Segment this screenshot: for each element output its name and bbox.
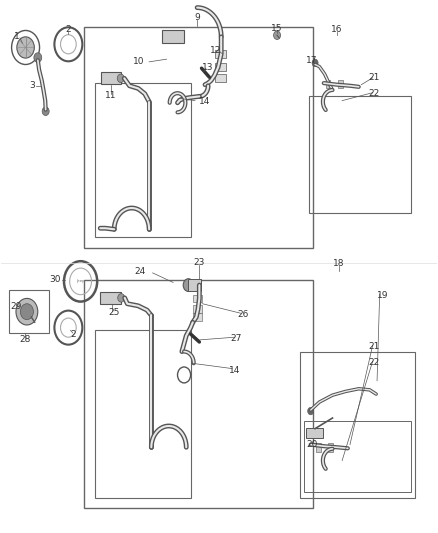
Bar (326, 80, 330, 88)
Circle shape (183, 279, 194, 292)
Bar (101, 72, 121, 84)
Text: 16: 16 (331, 26, 343, 35)
Bar (304, 421, 411, 492)
Bar (100, 292, 121, 304)
Bar (215, 74, 226, 82)
Bar (215, 63, 226, 71)
Text: 29: 29 (10, 302, 21, 311)
Text: 24: 24 (135, 268, 146, 276)
Text: 28: 28 (19, 335, 30, 344)
Bar (308, 96, 411, 213)
Text: 30: 30 (49, 275, 61, 284)
Text: 15: 15 (271, 24, 283, 33)
Circle shape (42, 107, 49, 116)
Bar (215, 50, 226, 58)
Text: 23: 23 (194, 258, 205, 266)
Text: 11: 11 (105, 91, 117, 100)
Bar (84, 280, 313, 508)
Bar (193, 305, 202, 313)
Text: 14: 14 (229, 366, 240, 375)
Text: 2: 2 (66, 26, 71, 35)
Text: 3: 3 (30, 81, 35, 90)
Text: 26: 26 (237, 310, 249, 319)
Bar (193, 313, 202, 321)
Circle shape (118, 294, 125, 302)
Text: 27: 27 (231, 334, 242, 343)
Text: 22: 22 (368, 89, 380, 98)
Bar (84, 27, 313, 248)
Circle shape (34, 53, 42, 62)
Bar (10, 290, 49, 333)
Text: 14: 14 (199, 97, 211, 106)
Bar (300, 352, 416, 498)
Text: 10: 10 (132, 58, 144, 66)
Circle shape (274, 31, 281, 39)
Circle shape (307, 407, 314, 415)
Bar (193, 295, 202, 302)
Circle shape (117, 74, 124, 83)
Text: 17: 17 (306, 56, 317, 64)
Text: 22: 22 (368, 358, 380, 367)
Text: 13: 13 (202, 63, 213, 71)
Bar (328, 443, 332, 451)
Bar (162, 30, 184, 43)
Text: Jeep: Jeep (76, 279, 85, 284)
Bar (187, 279, 201, 292)
Circle shape (312, 59, 318, 67)
Text: 21: 21 (368, 342, 380, 351)
Bar (95, 330, 191, 498)
Text: 1: 1 (14, 32, 20, 41)
Bar (95, 83, 191, 237)
Text: 19: 19 (377, 291, 389, 300)
Text: 25: 25 (109, 308, 120, 317)
Circle shape (17, 37, 34, 58)
Text: 12: 12 (210, 46, 221, 55)
Text: 9: 9 (194, 13, 200, 22)
Circle shape (16, 298, 38, 325)
Bar (316, 443, 321, 451)
Circle shape (20, 304, 33, 320)
Bar (338, 80, 343, 88)
Text: 2: 2 (70, 330, 75, 339)
Bar (306, 428, 323, 438)
Text: 21: 21 (368, 73, 380, 82)
Text: 20: 20 (306, 440, 318, 449)
Text: 18: 18 (333, 260, 345, 268)
